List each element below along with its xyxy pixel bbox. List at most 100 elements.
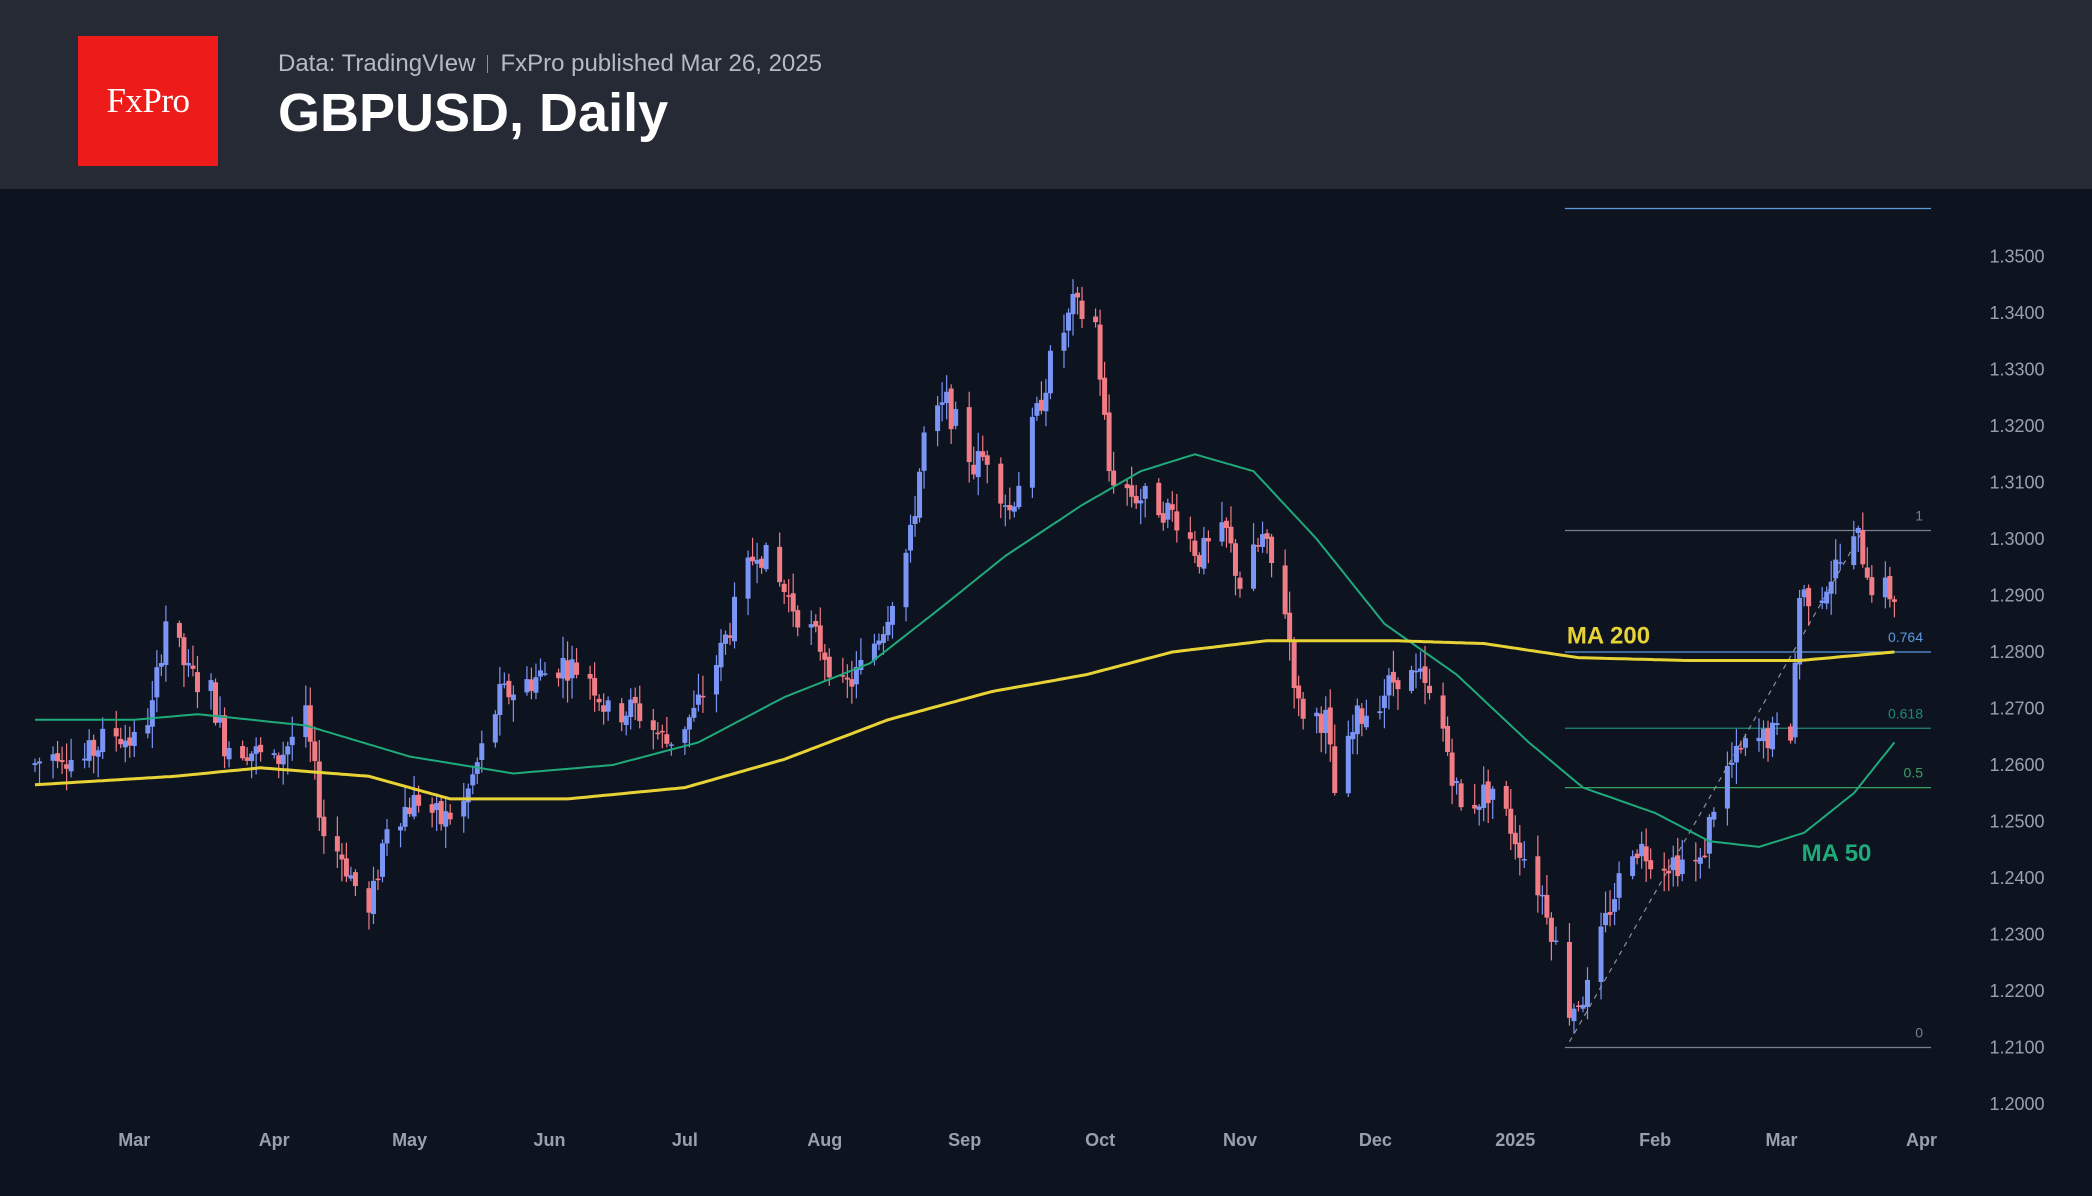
candle-bearish [352, 872, 358, 887]
candle-bullish [695, 694, 701, 705]
candle-bearish [813, 621, 819, 627]
candle-bullish [1350, 732, 1356, 740]
candle-bearish [1196, 555, 1202, 568]
candle-bullish [853, 666, 859, 685]
candle-bearish [1806, 587, 1812, 607]
candle-bearish [307, 705, 313, 742]
candle-bearish [822, 652, 828, 660]
candle-bullish [50, 754, 56, 761]
candle-bearish [1535, 856, 1541, 896]
candle-bearish [840, 675, 846, 677]
y-tick-label: 1.3100 [1989, 473, 2044, 493]
candle-bullish [713, 665, 719, 695]
candle-bearish [1287, 612, 1293, 641]
candle-bullish [208, 680, 214, 692]
y-tick-label: 1.2100 [1989, 1038, 2044, 1058]
x-tick-label: Feb [1639, 1130, 1671, 1150]
candle-bullish [903, 552, 909, 608]
y-tick-label: 1.2800 [1989, 642, 2044, 662]
candle-bullish [885, 621, 891, 636]
fib-level-label: 1 [1915, 508, 1923, 524]
candle-bullish [1742, 738, 1748, 748]
candle-bearish [1702, 855, 1708, 858]
fxpro-logo[interactable]: FxPro [78, 36, 218, 166]
candle-bearish [1575, 1005, 1581, 1007]
ma200-label: MA 200 [1567, 623, 1650, 650]
candle-bullish [1061, 332, 1067, 351]
fib-level-label: 0 [1915, 1025, 1923, 1041]
candle-bearish [1738, 747, 1744, 750]
candle-bullish [131, 731, 137, 746]
candle-bullish [1490, 788, 1496, 800]
candle-bullish [501, 683, 507, 685]
candle-bullish [402, 806, 408, 827]
candle-bullish [1408, 670, 1414, 691]
candle-bearish [966, 407, 972, 463]
candle-bullish [37, 761, 43, 764]
candle-bearish [664, 734, 670, 744]
candle-bullish [1354, 705, 1360, 735]
candle-bearish [790, 593, 796, 612]
candle-bullish [880, 634, 886, 643]
candle-bullish [303, 705, 309, 738]
candle-bearish [1124, 484, 1130, 489]
candle-bearish [777, 546, 783, 583]
candle-bearish [1891, 599, 1897, 602]
candle-bullish [434, 803, 440, 811]
candle-bearish [826, 656, 832, 678]
candle-bearish [1187, 532, 1193, 539]
candle-bearish [632, 696, 638, 704]
candle-bearish [1869, 577, 1875, 596]
candle-bullish [537, 670, 543, 677]
candle-bullish [1630, 856, 1636, 877]
candle-bullish [68, 759, 74, 772]
x-tick-label: Jul [672, 1130, 698, 1150]
candle-bearish [750, 556, 756, 562]
x-tick-label: Apr [259, 1130, 290, 1150]
candle-bullish [1386, 675, 1392, 696]
candle-bearish [980, 451, 986, 457]
candle-bullish [1670, 857, 1676, 871]
candle-bearish [1129, 485, 1135, 497]
candle-bullish [1070, 293, 1076, 315]
candle-bullish [271, 753, 277, 756]
candle-bullish [95, 750, 101, 757]
candle-bullish [1761, 728, 1767, 742]
candle-bullish [1553, 940, 1559, 942]
candle-bearish [1666, 870, 1672, 874]
candle-bullish [398, 826, 404, 831]
candle-bearish [1788, 726, 1794, 741]
meta-separator [487, 55, 489, 73]
fibonacci-retracement[interactable]: 1 0.764 0.618 0.5 0 [1564, 207, 1931, 1049]
candle-bearish [844, 677, 850, 680]
x-axis: Mar Apr May Jun Jul Aug Sep Oct Nov Dec 2025 Feb Mar… [118, 1130, 1937, 1150]
candle-bullish [384, 829, 390, 844]
candle-bullish [628, 699, 634, 717]
price-chart[interactable]: 1 0.764 0.618 0.5 0 MA 200 MA 50 1.2000 1.2100… [0, 189, 2092, 1196]
candle-bullish [668, 744, 674, 746]
candle-bullish [944, 391, 950, 404]
candle-bullish [1043, 392, 1049, 412]
candle-bullish [732, 596, 738, 642]
candle-bearish [1007, 504, 1013, 511]
candle-bearish [1169, 504, 1175, 510]
candle-bearish [258, 744, 264, 753]
candle-bearish [596, 698, 602, 703]
candle-bearish [1634, 853, 1640, 859]
candle-bullish [1047, 350, 1053, 394]
candle-bearish [998, 463, 1004, 504]
candle-bearish [1449, 752, 1455, 786]
candle-bullish [1598, 926, 1604, 982]
candle-bullish [1345, 735, 1351, 794]
candle-bearish [659, 730, 665, 733]
candle-bullish [253, 746, 259, 754]
fib-level-label: 0.5 [1904, 765, 1924, 781]
candle-bullish [569, 659, 575, 679]
x-tick-label: Oct [1085, 1130, 1115, 1150]
y-tick-label: 1.2900 [1989, 586, 2044, 606]
page-title: GBPUSD, Daily [278, 83, 669, 143]
candle-bearish [1566, 942, 1572, 1018]
candle-bearish [1427, 685, 1433, 694]
candle-bearish [655, 732, 661, 735]
candle-bullish [185, 663, 191, 666]
